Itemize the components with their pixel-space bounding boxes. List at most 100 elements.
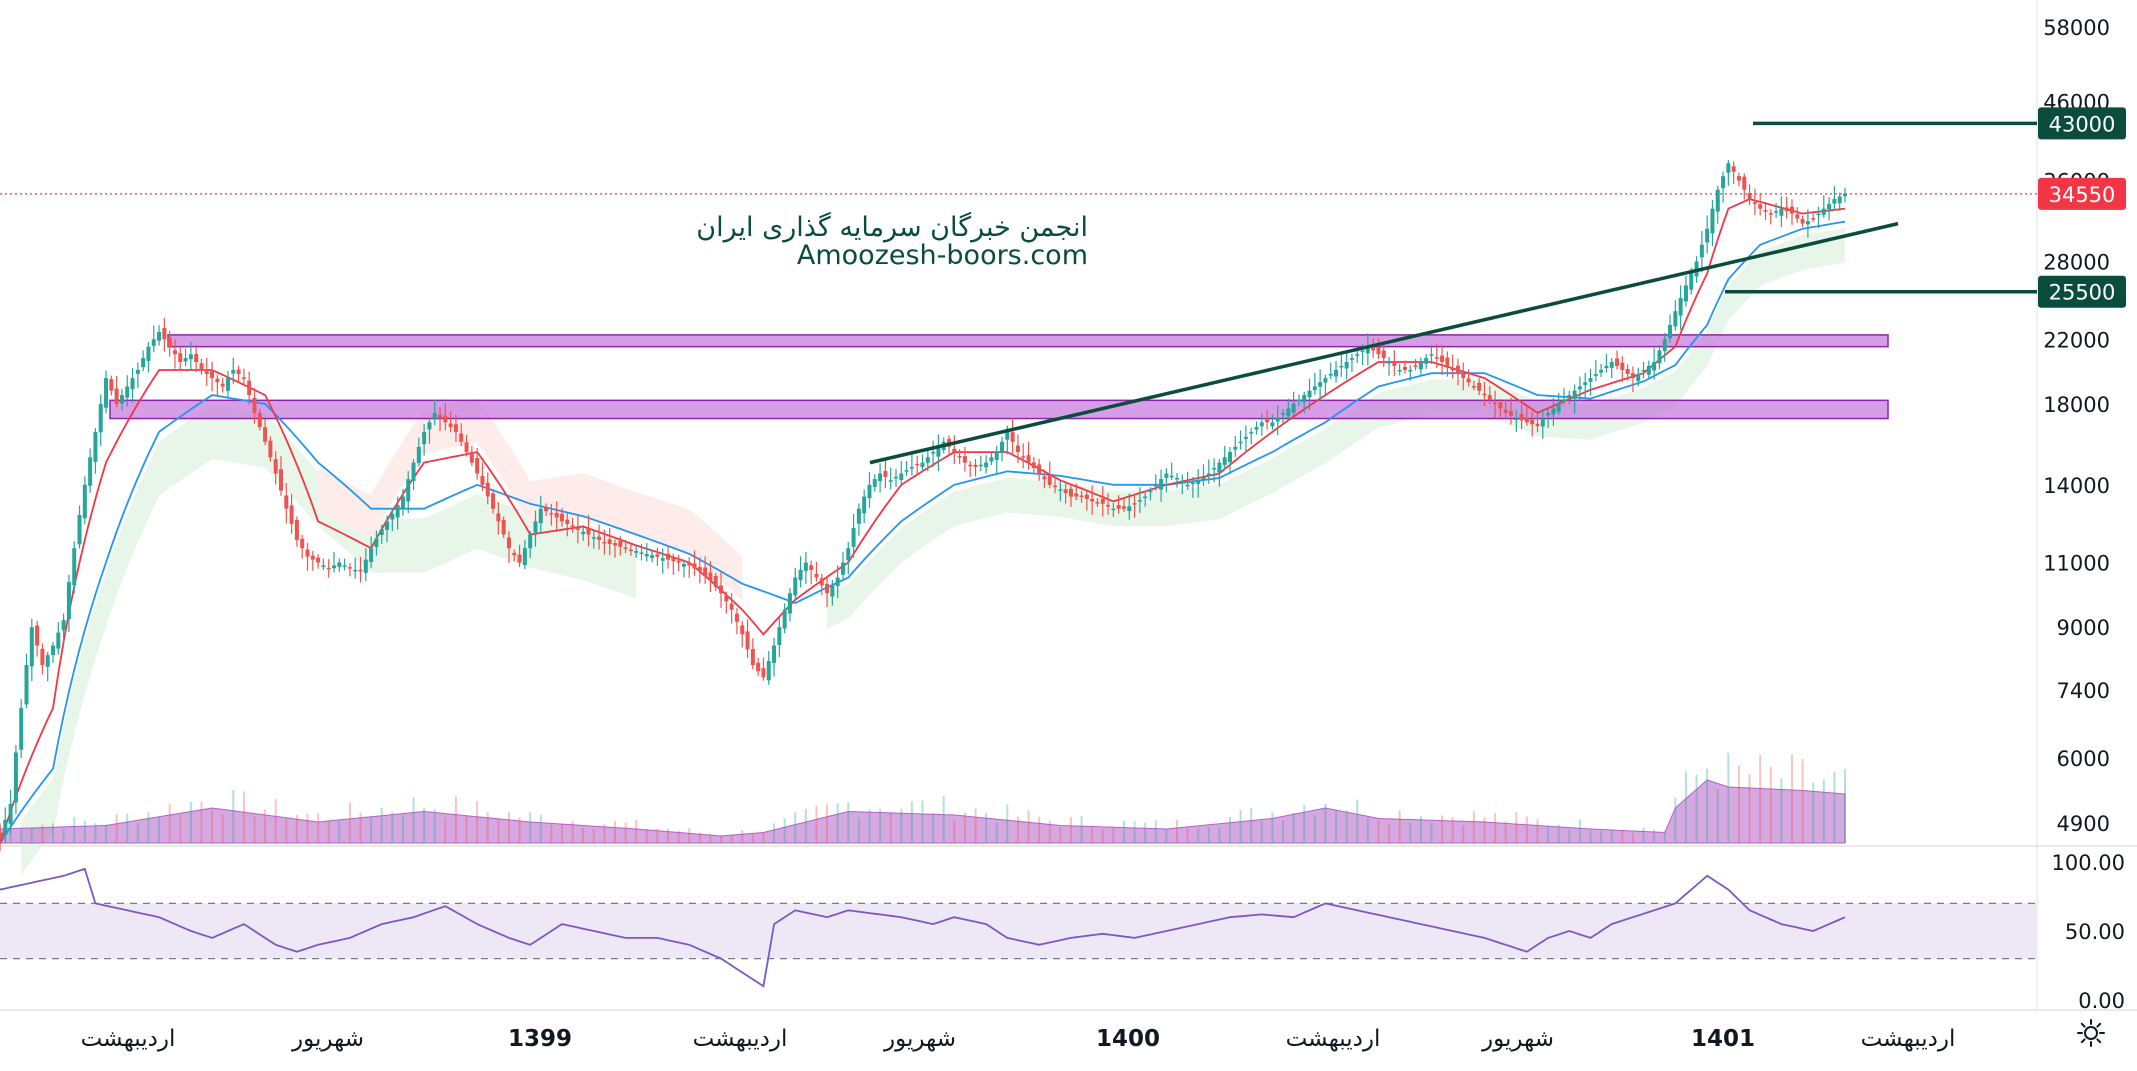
candle-body xyxy=(77,514,82,545)
time-axis[interactable]: اردیبهشت شهریور 1399 اردیبهشت شهریور 1400 اردی… xyxy=(81,1026,1956,1052)
zone-band xyxy=(167,334,1889,348)
candle-body xyxy=(1079,495,1084,498)
candle-body xyxy=(1047,475,1052,485)
candle-body xyxy=(639,552,644,554)
time-tick-label: اردیبهشت xyxy=(693,1026,788,1052)
candle-body xyxy=(1238,441,1243,444)
candle-body xyxy=(363,559,368,573)
candle-body xyxy=(628,549,633,552)
candle-body xyxy=(1418,361,1423,370)
candle-body xyxy=(1143,496,1148,499)
candle-body xyxy=(278,469,283,491)
candle-body xyxy=(692,563,697,569)
candle-body xyxy=(82,484,87,519)
candle-body xyxy=(1445,357,1450,366)
candle-body xyxy=(1758,204,1763,209)
last-price-tag-bg xyxy=(2038,177,2126,210)
candle-body xyxy=(1010,432,1015,442)
candle-body xyxy=(252,397,257,413)
candle-body xyxy=(729,603,734,610)
candle-body xyxy=(1662,339,1667,352)
candle-body xyxy=(326,567,331,570)
watermark-url: Amoozesh-boors.com xyxy=(797,240,1088,271)
candle-body xyxy=(448,423,453,428)
candle-body xyxy=(1392,361,1397,366)
candle-body xyxy=(904,470,909,472)
candle-body xyxy=(29,627,34,667)
candle-body xyxy=(1015,445,1020,453)
candle-body xyxy=(1455,365,1460,375)
candle-body xyxy=(846,548,851,561)
candle-body xyxy=(220,383,225,387)
candle-body xyxy=(1646,365,1651,375)
candle-body xyxy=(379,529,384,536)
candle-body xyxy=(888,480,893,482)
candle-body xyxy=(316,557,321,563)
candle-body xyxy=(406,479,411,502)
candle-body xyxy=(1318,382,1323,387)
candle-body xyxy=(188,354,193,360)
candle-body xyxy=(1683,285,1688,302)
candle-body xyxy=(1503,409,1508,413)
candle-body xyxy=(952,448,957,453)
candle-body xyxy=(443,415,448,423)
candle-body xyxy=(1031,462,1036,469)
candle-body xyxy=(1530,419,1535,425)
price-tick-label: 4900 xyxy=(2057,812,2110,836)
candle-body xyxy=(1710,208,1715,234)
candle-body xyxy=(300,538,305,549)
candle-body xyxy=(1397,369,1402,372)
candle-body xyxy=(989,457,994,462)
candle-body xyxy=(1620,362,1625,370)
candle-body xyxy=(1296,399,1301,401)
candle-body xyxy=(1487,395,1492,400)
candle-body xyxy=(1334,369,1339,377)
candle-body xyxy=(671,558,676,562)
candle-body xyxy=(676,560,681,563)
rsi-tick-label: 50.00 xyxy=(2065,920,2125,944)
candle-body xyxy=(130,378,135,390)
settings-gear-icon[interactable] xyxy=(2076,1018,2106,1048)
candle-body xyxy=(1572,390,1577,399)
zone-band xyxy=(109,399,1889,420)
candle-body xyxy=(1800,219,1805,224)
candle-body xyxy=(745,631,750,650)
candle-body xyxy=(1588,378,1593,382)
candle-body xyxy=(1721,176,1726,189)
price-tick-label: 14000 xyxy=(2043,474,2110,498)
candle-body xyxy=(549,512,554,515)
candle-body xyxy=(1281,412,1286,415)
candle-body xyxy=(1169,475,1174,478)
candle-body xyxy=(1641,369,1646,372)
support-resistance-zones xyxy=(109,334,1889,420)
ichimoku-cloud xyxy=(21,228,1845,876)
candle-body xyxy=(257,413,262,428)
candle-body xyxy=(973,464,978,467)
candle-body xyxy=(1328,374,1333,376)
candle-body xyxy=(533,521,538,533)
candle-body xyxy=(1270,422,1275,427)
price-tick-label: 7400 xyxy=(2057,679,2110,703)
rsi-band xyxy=(0,903,2037,959)
candle-body xyxy=(1609,361,1614,368)
candle-body xyxy=(724,595,729,602)
rsi-tick-label: 0.00 xyxy=(2078,989,2125,1013)
candle-body xyxy=(602,541,607,544)
candle-body xyxy=(215,378,220,383)
candle-body xyxy=(135,369,140,374)
drawn-lines[interactable] xyxy=(0,121,2037,465)
candle-body xyxy=(750,649,755,666)
candle-body xyxy=(1402,366,1407,370)
cloud-green-2 xyxy=(827,228,1845,629)
candle-body xyxy=(385,521,390,530)
candle-body xyxy=(1042,476,1047,480)
candle-body xyxy=(1111,508,1116,511)
candle-body xyxy=(957,455,962,458)
candle-body xyxy=(496,513,501,522)
candle-body xyxy=(909,466,914,469)
candle-body xyxy=(1307,390,1312,398)
candle-body xyxy=(1429,354,1434,356)
candle-body xyxy=(1715,189,1720,212)
